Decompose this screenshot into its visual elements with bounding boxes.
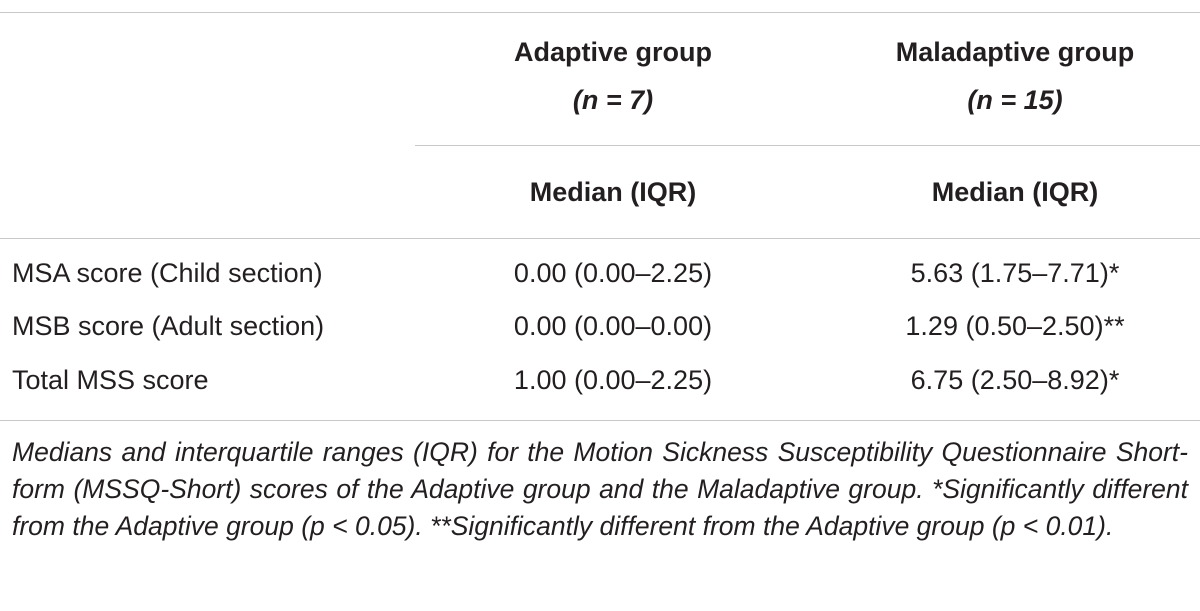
group-header: Maladaptive group xyxy=(895,37,1135,67)
group-rule xyxy=(415,145,1200,146)
group-size: (n = 7) xyxy=(572,85,654,115)
row-label: MSA score (Child section) xyxy=(12,258,323,288)
cell-value: 1.29 (0.50–2.50)** xyxy=(905,311,1125,341)
stat-header: Median (IQR) xyxy=(529,177,697,207)
cell-value: 0.00 (0.00–2.25) xyxy=(513,258,713,288)
cell-value: 1.00 (0.00–2.25) xyxy=(513,365,713,395)
group-size: (n = 15) xyxy=(967,85,1063,115)
top-rule xyxy=(0,12,1200,13)
stat-header: Median (IQR) xyxy=(931,177,1099,207)
header-rule xyxy=(0,238,1200,239)
cell-value: 0.00 (0.00–0.00) xyxy=(513,311,713,341)
table-caption: Medians and interquartile ranges (IQR) f… xyxy=(12,437,1188,541)
cell-value: 6.75 (2.50–8.92)* xyxy=(910,365,1120,395)
row-label: Total MSS score xyxy=(12,365,209,395)
cell-value: 5.63 (1.75–7.71)* xyxy=(910,258,1120,288)
bottom-rule xyxy=(0,420,1200,421)
group-header: Adaptive group xyxy=(513,37,713,67)
row-label: MSB score (Adult section) xyxy=(12,311,325,341)
